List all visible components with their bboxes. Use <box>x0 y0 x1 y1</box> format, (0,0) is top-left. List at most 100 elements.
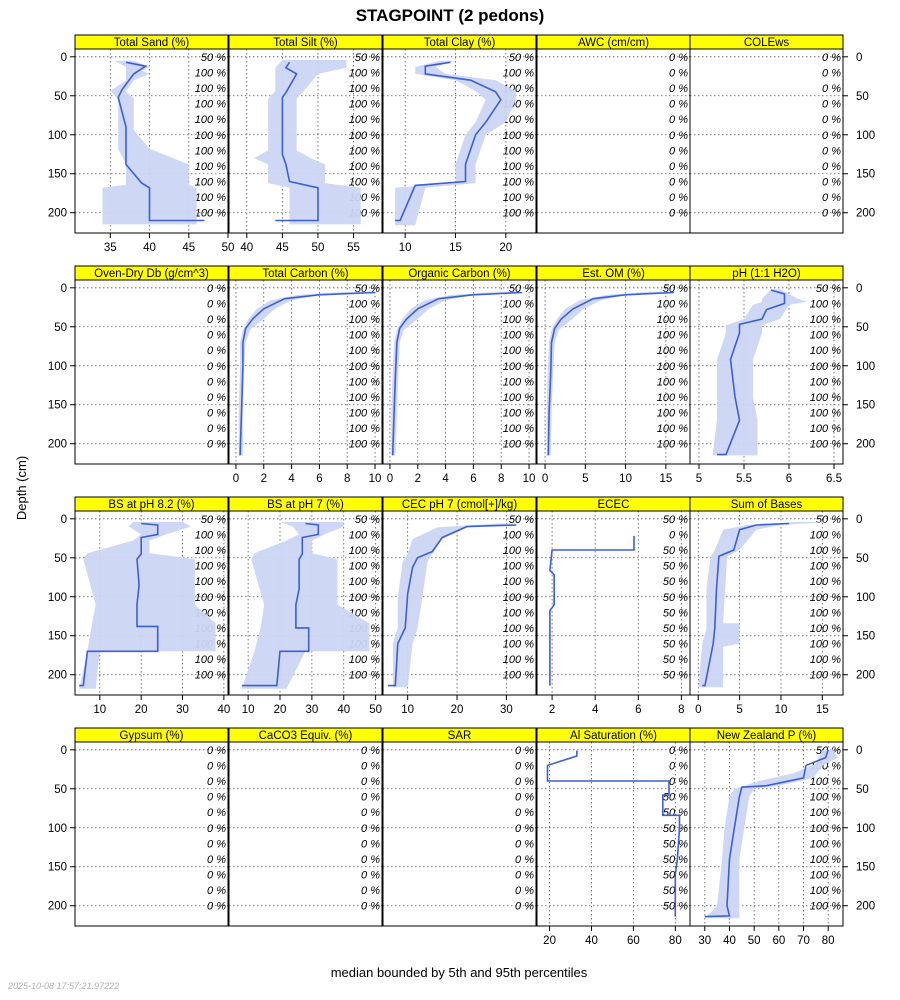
percent-label: 0 % <box>822 114 841 126</box>
percent-label: 0 % <box>515 807 534 819</box>
x-tick-label: 8 <box>498 473 504 485</box>
percent-label: 100 % <box>657 376 688 388</box>
median-line <box>275 61 319 222</box>
percent-label: 100 % <box>810 654 841 666</box>
panel-1: Total Silt (%) 50 % 100 % 100 % 100 % 100 % 10… <box>228 34 383 254</box>
percent-label: 100 % <box>503 670 534 682</box>
percent-label: 0 % <box>207 776 226 788</box>
percent-label: 100 % <box>195 161 226 173</box>
x-tick-label: 45 <box>276 242 289 254</box>
percent-label: 0 % <box>822 145 841 157</box>
panel-frame <box>689 510 844 696</box>
y-tick-label: 200 <box>856 208 875 220</box>
x-tick-label: 6 <box>470 473 476 485</box>
percent-label: 100 % <box>503 298 534 310</box>
percent-label: 0 % <box>207 330 226 342</box>
percentile-band <box>392 523 522 688</box>
percent-label: 100 % <box>810 439 841 451</box>
x-tick-label: 30 <box>305 704 318 716</box>
panel-5: Oven-Dry Db (g/cm^3) 0 % 0 % 0 % 0 % 0 % 0 % 0 … <box>48 265 229 465</box>
median-line <box>387 524 517 687</box>
y-tick-label: 200 <box>856 670 875 682</box>
percent-label: 100 % <box>349 529 380 541</box>
strip-label: Total Carbon (%) <box>262 268 348 280</box>
percent-label: 100 % <box>810 607 841 619</box>
percent-label: 0 % <box>822 130 841 142</box>
panel-frame <box>689 279 844 465</box>
percent-label: 50 % <box>201 514 226 526</box>
strip-label: SAR <box>448 730 472 742</box>
y-tick-label: 0 <box>61 514 67 526</box>
strip-label: Gypsum (%) <box>120 730 184 742</box>
x-tick-label: 6 <box>316 473 322 485</box>
percent-label: 100 % <box>503 545 534 557</box>
percent-label: 100 % <box>657 423 688 435</box>
percent-label: 0 % <box>361 901 380 913</box>
median-line <box>395 61 502 222</box>
percent-label: 100 % <box>810 314 841 326</box>
strip-label: Sum of Bases <box>731 499 803 511</box>
y-tick-label: 100 <box>48 592 67 604</box>
x-tick-label: 50 <box>312 242 325 254</box>
percent-label: 50 % <box>355 514 380 526</box>
percent-label: 0 % <box>669 529 688 541</box>
panel-19: New Zealand P (%)50 %100 %100 %100 %100 … <box>689 727 875 947</box>
panel-frame <box>228 510 383 696</box>
percent-label: 100 % <box>349 130 380 142</box>
y-tick-label: 100 <box>856 592 875 604</box>
y-tick-label: 100 <box>48 130 67 142</box>
percent-label: 100 % <box>349 576 380 588</box>
x-tick-label: 10 <box>242 704 255 716</box>
percent-label: 100 % <box>810 623 841 635</box>
panel-3: AWC (cm/cm) 0 % 0 % 0 % 0 % 0 % 0 % 0 % 0 % 0 % 0 … <box>536 34 691 234</box>
panel-frame <box>382 741 537 927</box>
percent-label: 100 % <box>195 208 226 220</box>
percent-label: 100 % <box>349 361 380 373</box>
y-tick-label: 0 <box>856 283 862 295</box>
panel-grid: Total Sand (%)50 %100 %100 %100 %100 %10… <box>48 34 875 947</box>
percent-label: 0 % <box>361 854 380 866</box>
panel-frame <box>536 48 691 234</box>
chart-title: STAGPOINT (2 pedons) <box>356 6 545 25</box>
median-line <box>241 522 320 687</box>
percent-label: 100 % <box>810 561 841 573</box>
panel-9: pH (1:1 H2O) 50 % 100 % 100 % 100 % 100 % 100 … <box>689 265 875 485</box>
percent-label: 100 % <box>657 408 688 420</box>
percent-label: 0 % <box>669 83 688 95</box>
x-tick-label: 6 <box>635 704 641 716</box>
y-tick-label: 200 <box>856 901 875 913</box>
percent-label: 0 % <box>669 52 688 64</box>
percentile-band <box>241 521 370 689</box>
percent-label: 100 % <box>349 83 380 95</box>
x-tick-label: 15 <box>816 704 829 716</box>
y-tick-label: 150 <box>856 631 875 643</box>
x-tick-label: 5 <box>696 473 702 485</box>
panel-16: CaCO3 Equiv. (%) 0 % 0 % 0 % 0 % 0 % 0 % 0 % 0 %… <box>228 727 383 927</box>
percent-label: 100 % <box>810 901 841 913</box>
percent-label: 50 % <box>663 576 688 588</box>
percent-label: 0 % <box>515 776 534 788</box>
x-tick-label: 15 <box>659 473 672 485</box>
panel-14: Sum of Bases 50 % 100 % 100 % 100 % 100 % 100 … <box>689 496 875 716</box>
percent-label: 100 % <box>503 576 534 588</box>
x-tick-label: 50 <box>222 242 235 254</box>
percent-label: 100 % <box>349 439 380 451</box>
percent-label: 0 % <box>207 792 226 804</box>
percent-label: 100 % <box>195 114 226 126</box>
percent-label: 100 % <box>349 670 380 682</box>
percent-label: 100 % <box>349 330 380 342</box>
x-tick-label: 8 <box>344 473 350 485</box>
y-tick-label: 150 <box>856 169 875 181</box>
percent-label: 100 % <box>810 792 841 804</box>
percent-label: 50 % <box>663 654 688 666</box>
percent-label: 0 % <box>207 870 226 882</box>
percent-label: 100 % <box>503 361 534 373</box>
y-tick-label: 50 <box>54 784 67 796</box>
percent-label: 0 % <box>207 760 226 772</box>
percent-label: 100 % <box>349 376 380 388</box>
y-tick-label: 50 <box>54 322 67 334</box>
percent-label: 100 % <box>810 345 841 357</box>
strip-label: Total Sand (%) <box>114 37 190 49</box>
percent-label: 100 % <box>503 592 534 604</box>
y-tick-label: 50 <box>54 553 67 565</box>
